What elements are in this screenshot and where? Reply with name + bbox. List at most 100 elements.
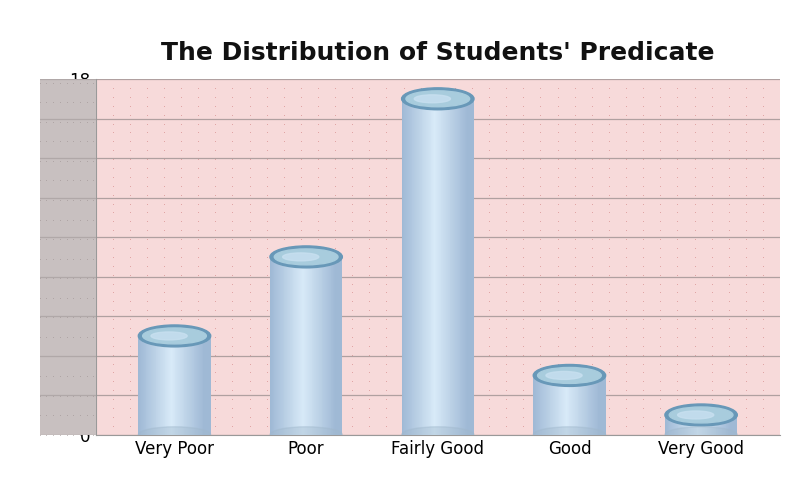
Bar <box>438 99 439 435</box>
Ellipse shape <box>139 325 211 347</box>
Bar <box>693 415 694 435</box>
Bar <box>670 415 671 435</box>
Bar <box>540 375 541 435</box>
Bar <box>472 99 474 435</box>
Bar <box>325 257 326 435</box>
Bar <box>731 415 732 435</box>
Bar <box>703 415 704 435</box>
Bar <box>696 415 697 435</box>
Bar <box>297 257 298 435</box>
Bar <box>457 99 458 435</box>
Bar <box>574 375 575 435</box>
Bar <box>309 257 310 435</box>
Bar <box>595 375 597 435</box>
Title: The Distribution of Students' Predicate: The Distribution of Students' Predicate <box>161 41 715 65</box>
Bar <box>294 257 295 435</box>
Bar <box>411 99 412 435</box>
Bar <box>316 257 317 435</box>
Bar <box>168 336 170 435</box>
Bar <box>341 257 342 435</box>
Bar <box>708 415 709 435</box>
Bar <box>402 99 403 435</box>
Bar <box>594 375 595 435</box>
Bar <box>702 415 703 435</box>
Bar <box>320 257 321 435</box>
Bar <box>463 99 464 435</box>
Bar <box>718 415 720 435</box>
Bar <box>464 99 465 435</box>
Bar <box>194 336 196 435</box>
Ellipse shape <box>402 88 474 110</box>
Bar <box>548 375 550 435</box>
Bar <box>451 99 452 435</box>
Bar <box>576 375 578 435</box>
Bar <box>153 336 154 435</box>
Bar <box>724 415 726 435</box>
Bar <box>673 415 674 435</box>
Bar <box>430 99 431 435</box>
Bar <box>193 336 194 435</box>
Bar <box>690 415 691 435</box>
Ellipse shape <box>546 371 582 379</box>
Bar <box>443 99 444 435</box>
Bar <box>431 99 432 435</box>
Bar <box>534 375 535 435</box>
Bar <box>422 99 423 435</box>
Bar <box>691 415 693 435</box>
Bar <box>425 99 426 435</box>
Bar <box>560 375 561 435</box>
Ellipse shape <box>533 427 606 443</box>
Bar <box>407 99 408 435</box>
Bar <box>208 336 209 435</box>
Bar <box>695 415 696 435</box>
Bar <box>283 257 284 435</box>
Bar <box>677 415 679 435</box>
Bar <box>152 336 153 435</box>
Bar <box>315 257 316 435</box>
Bar <box>672 415 673 435</box>
Bar <box>318 257 319 435</box>
Bar <box>596 375 598 435</box>
Bar <box>311 257 313 435</box>
Bar <box>674 415 675 435</box>
Bar <box>712 415 713 435</box>
Bar <box>158 336 159 435</box>
Bar <box>173 336 174 435</box>
Bar <box>592 375 593 435</box>
Bar <box>665 415 667 435</box>
Bar <box>206 336 207 435</box>
Bar <box>675 415 676 435</box>
Bar <box>271 257 272 435</box>
Bar <box>207 336 208 435</box>
Bar <box>453 99 455 435</box>
Bar <box>424 99 425 435</box>
Bar <box>299 257 300 435</box>
Bar <box>466 99 468 435</box>
Bar <box>586 375 587 435</box>
Bar <box>699 415 700 435</box>
Bar <box>205 336 206 435</box>
Bar <box>588 375 590 435</box>
Bar <box>575 375 576 435</box>
Bar <box>331 257 333 435</box>
Bar <box>446 99 447 435</box>
Bar <box>409 99 410 435</box>
Bar <box>434 99 435 435</box>
Bar <box>465 99 466 435</box>
Ellipse shape <box>270 427 342 443</box>
Bar <box>408 99 409 435</box>
Bar <box>447 99 448 435</box>
Bar <box>150 336 151 435</box>
Bar <box>689 415 690 435</box>
Bar <box>733 415 734 435</box>
Bar <box>273 257 274 435</box>
Bar <box>287 257 288 435</box>
Bar <box>164 336 165 435</box>
Bar <box>148 336 150 435</box>
Bar <box>469 99 470 435</box>
Bar <box>541 375 542 435</box>
Bar <box>563 375 564 435</box>
Bar <box>460 99 462 435</box>
Bar <box>547 375 548 435</box>
Bar <box>169 336 170 435</box>
